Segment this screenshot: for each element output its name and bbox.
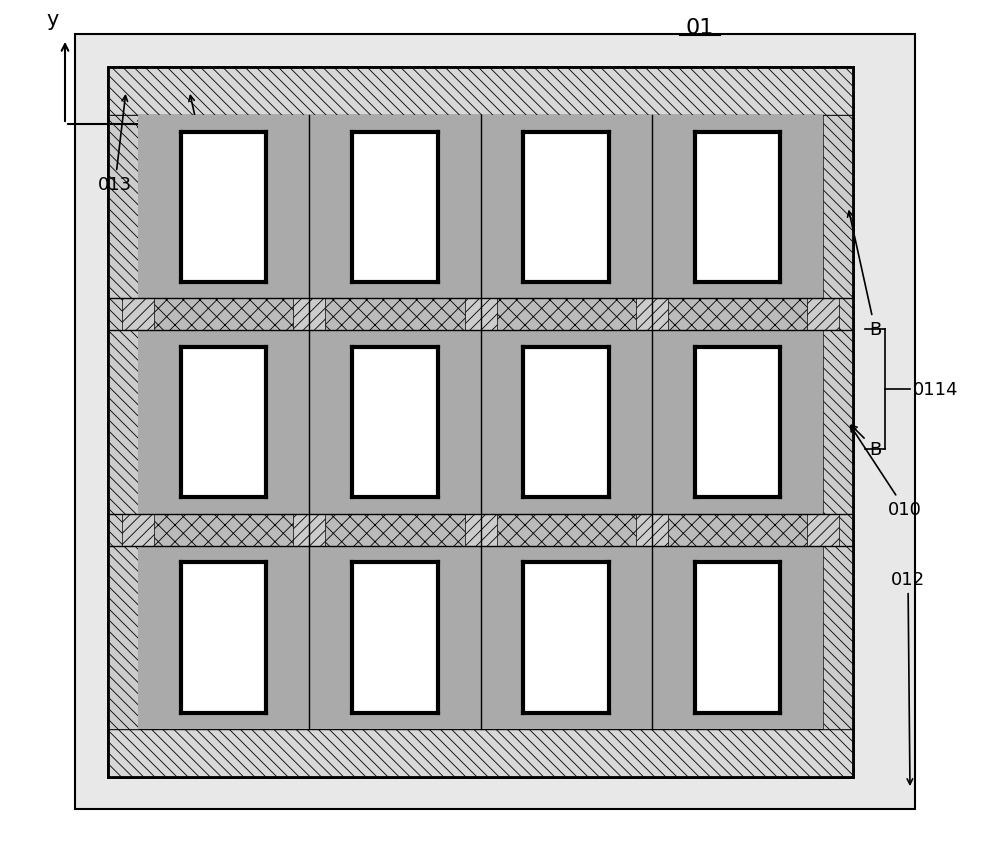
Bar [108, 68, 853, 116]
Bar [309, 116, 481, 299]
Bar [309, 331, 481, 514]
Bar [309, 546, 481, 729]
Bar [481, 546, 652, 729]
Bar [75, 35, 915, 809]
Bar [465, 514, 497, 546]
Text: 01: 01 [686, 18, 714, 38]
Bar [481, 331, 652, 514]
Bar [823, 116, 853, 729]
Text: 014: 014 [189, 96, 227, 193]
Bar [122, 299, 154, 331]
Bar [652, 546, 823, 729]
Text: x: x [162, 120, 174, 140]
Bar [108, 68, 853, 777]
Text: 0112: 0112 [557, 142, 603, 193]
Bar [181, 348, 266, 498]
Bar [695, 132, 780, 283]
Bar [138, 546, 309, 729]
Text: 010: 010 [851, 426, 922, 518]
Bar [293, 299, 325, 331]
Bar [138, 116, 309, 299]
Bar [652, 331, 823, 514]
Bar [108, 729, 853, 777]
Bar [138, 331, 309, 514]
Bar [523, 348, 609, 498]
Bar [352, 348, 438, 498]
Bar [293, 514, 325, 546]
Bar [807, 299, 839, 331]
Text: 0112: 0112 [398, 141, 473, 193]
Bar [181, 132, 266, 283]
Bar [122, 514, 154, 546]
Text: 0114: 0114 [913, 381, 958, 399]
Bar [181, 562, 266, 712]
Bar [481, 116, 652, 299]
Bar [695, 562, 780, 712]
Text: B: B [847, 212, 881, 338]
Bar [138, 514, 823, 546]
Bar [352, 132, 438, 283]
Bar [807, 514, 839, 546]
Bar [108, 116, 138, 729]
Text: y: y [47, 10, 59, 30]
Bar [352, 562, 438, 712]
Bar [138, 299, 823, 331]
Bar [465, 299, 497, 331]
Text: A: A [384, 176, 396, 203]
Text: 013: 013 [98, 96, 132, 193]
Bar [695, 348, 780, 498]
Text: B: B [851, 426, 881, 458]
Bar [523, 562, 609, 712]
Bar [636, 299, 668, 331]
Bar [636, 514, 668, 546]
Bar [108, 68, 853, 777]
Bar [523, 132, 609, 283]
Bar [652, 116, 823, 299]
Text: 012: 012 [891, 570, 925, 785]
